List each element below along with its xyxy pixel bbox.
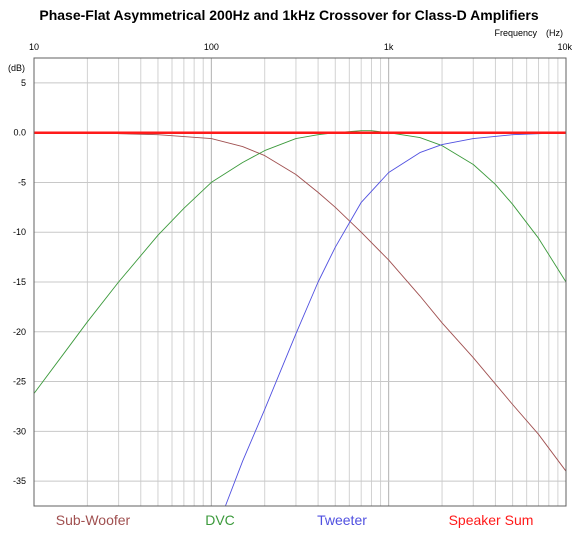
y-tick-label: -30 xyxy=(13,426,26,436)
y-tick-label: 5 xyxy=(21,78,26,88)
x-axis-unit: (Hz) xyxy=(546,28,563,38)
series-line-sub-woofer xyxy=(118,133,567,472)
y-tick-label: -35 xyxy=(13,476,26,486)
x-axis-ticks: 10 100 1k 10k xyxy=(29,42,573,52)
x-tick-label: 1k xyxy=(384,42,394,52)
series-line-tweeter xyxy=(224,132,567,507)
y-tick-label: 0.0 xyxy=(13,128,26,138)
x-axis-label: Frequency xyxy=(494,28,537,38)
grid xyxy=(33,58,566,506)
series-line-dvc xyxy=(33,130,567,394)
legend-entry: Tweeter xyxy=(317,512,367,528)
chart-title: Phase-Flat Asymmetrical 200Hz and 1kHz C… xyxy=(39,7,538,23)
series-lines xyxy=(33,130,567,507)
y-tick-label: -10 xyxy=(13,227,26,237)
y-axis-ticks: 5 0.0 -5 -10 -15 -20 -25 -30 -35 xyxy=(13,78,26,486)
legend: Sub-Woofer DVC Tweeter Speaker Sum xyxy=(56,512,534,528)
legend-entry: Speaker Sum xyxy=(449,512,534,528)
x-tick-label: 10 xyxy=(29,42,39,52)
y-tick-label: -25 xyxy=(13,377,26,387)
y-tick-label: -5 xyxy=(18,177,26,187)
y-tick-label: -15 xyxy=(13,277,26,287)
legend-entry: Sub-Woofer xyxy=(56,512,131,528)
x-tick-label: 100 xyxy=(204,42,219,52)
y-axis-label: (dB) xyxy=(8,63,25,73)
x-tick-label: 10k xyxy=(557,42,572,52)
y-tick-label: -20 xyxy=(13,327,26,337)
legend-entry: DVC xyxy=(205,512,235,528)
plot-frame xyxy=(33,57,567,507)
